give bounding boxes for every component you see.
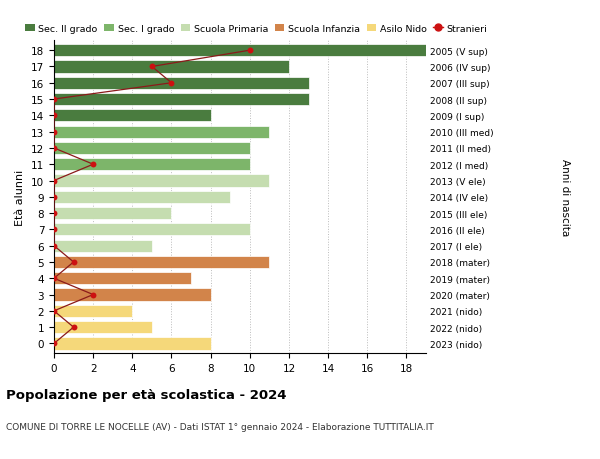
Bar <box>54 337 211 350</box>
Point <box>49 275 59 282</box>
Point <box>147 64 157 71</box>
Point <box>49 242 59 250</box>
Point <box>49 308 59 315</box>
Bar <box>54 191 230 203</box>
Legend: Sec. II grado, Sec. I grado, Scuola Primaria, Scuola Infanzia, Asilo Nido, Stran: Sec. II grado, Sec. I grado, Scuola Prim… <box>25 24 487 34</box>
Point <box>49 145 59 152</box>
Y-axis label: Anni di nascita: Anni di nascita <box>560 159 570 236</box>
Bar <box>54 273 191 285</box>
Point <box>49 178 59 185</box>
Point <box>167 80 176 87</box>
Bar <box>54 78 308 90</box>
Point <box>49 226 59 234</box>
Bar <box>54 305 133 317</box>
Point <box>49 96 59 103</box>
Bar <box>54 224 250 236</box>
Bar <box>54 45 426 57</box>
Text: Popolazione per età scolastica - 2024: Popolazione per età scolastica - 2024 <box>6 388 287 401</box>
Bar <box>54 126 269 139</box>
Point <box>49 210 59 217</box>
Point <box>49 112 59 120</box>
Bar <box>54 207 172 220</box>
Bar <box>54 321 152 334</box>
Point <box>88 291 98 298</box>
Bar <box>54 61 289 73</box>
Y-axis label: Età alunni: Età alunni <box>16 169 25 225</box>
Point <box>49 194 59 201</box>
Bar <box>54 240 152 252</box>
Bar <box>54 110 211 122</box>
Point <box>49 340 59 347</box>
Point <box>88 161 98 168</box>
Bar <box>54 256 269 269</box>
Point <box>69 324 79 331</box>
Text: COMUNE DI TORRE LE NOCELLE (AV) - Dati ISTAT 1° gennaio 2024 - Elaborazione TUTT: COMUNE DI TORRE LE NOCELLE (AV) - Dati I… <box>6 422 434 431</box>
Bar <box>54 289 211 301</box>
Bar <box>54 175 269 187</box>
Bar <box>54 159 250 171</box>
Bar <box>54 142 250 155</box>
Point <box>245 47 254 55</box>
Bar <box>54 94 308 106</box>
Point <box>49 129 59 136</box>
Point <box>69 259 79 266</box>
